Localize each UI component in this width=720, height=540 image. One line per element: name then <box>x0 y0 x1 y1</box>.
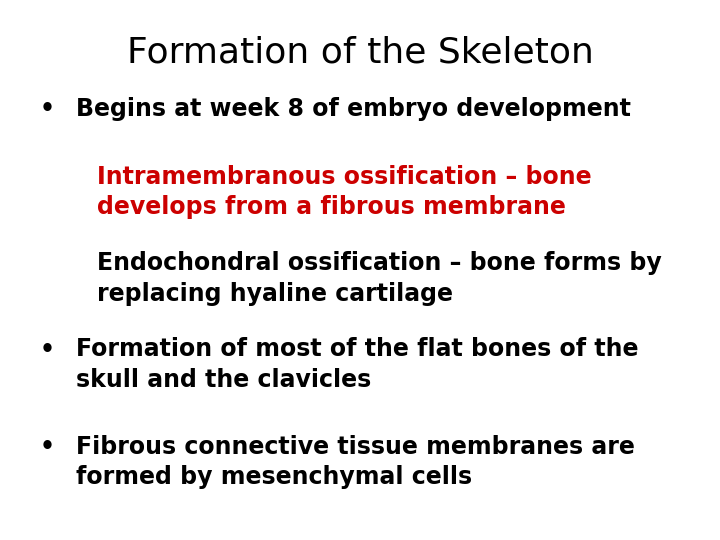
Text: •: • <box>40 338 55 361</box>
Text: Formation of the Skeleton: Formation of the Skeleton <box>127 35 593 69</box>
Text: Begins at week 8 of embryo development: Begins at week 8 of embryo development <box>76 97 631 121</box>
Text: •: • <box>40 435 55 458</box>
Text: •: • <box>40 97 55 121</box>
Text: Formation of most of the flat bones of the
skull and the clavicles: Formation of most of the flat bones of t… <box>76 338 638 392</box>
Text: Fibrous connective tissue membranes are
formed by mesenchymal cells: Fibrous connective tissue membranes are … <box>76 435 634 489</box>
Text: Intramembranous ossification – bone
develops from a fibrous membrane: Intramembranous ossification – bone deve… <box>97 165 592 219</box>
Text: Endochondral ossification – bone forms by
replacing hyaline cartilage: Endochondral ossification – bone forms b… <box>97 251 662 306</box>
